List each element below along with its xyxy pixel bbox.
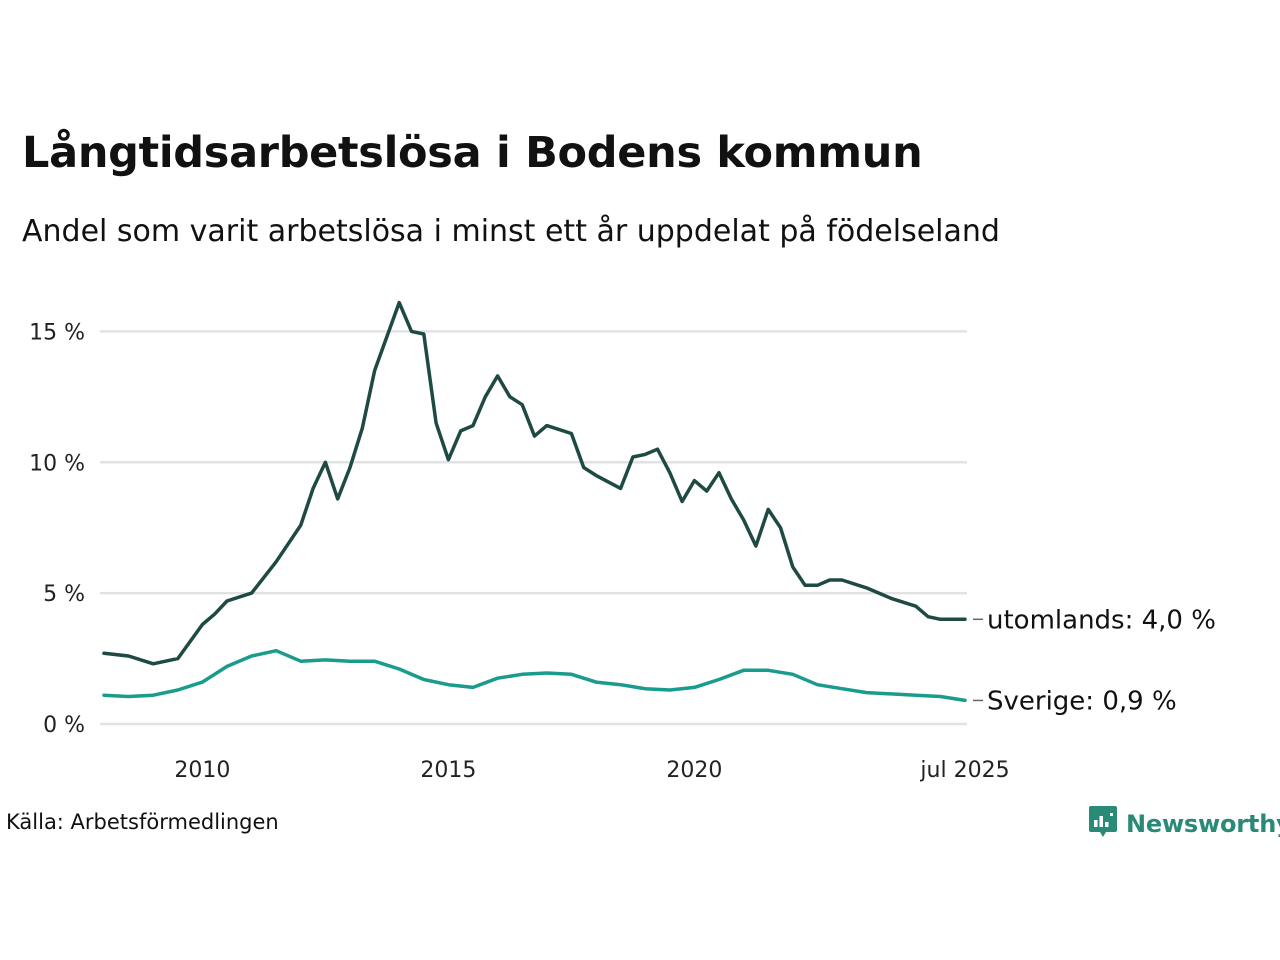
series-lines [102,300,967,703]
newsworthy-logo-icon [1088,804,1118,844]
x-tick-label: jul 2025 [919,758,1009,783]
logo-text: Newsworthy [1126,810,1280,838]
end-label-utomlands: utomlands: 4,0 % [987,605,1216,635]
y-tick-label: 5 % [43,582,85,607]
y-tick-label: 0 % [43,713,85,738]
end-label-sverige: Sverige: 0,9 % [987,686,1177,716]
chart-title: Långtidsarbetslösa i Bodens kommun [22,128,923,178]
y-axis: 0 % 5 % 10 % 15 % [29,320,85,738]
series-line-sverige [102,648,967,703]
x-tick-label: 2010 [174,758,230,783]
end-labels: utomlands: 4,0 % Sverige: 0,9 % [973,605,1216,716]
y-tick-label: 10 % [29,451,85,476]
source-note: Källa: Arbetsförmedlingen [6,810,279,834]
x-tick-label: 2015 [420,758,476,783]
y-tick-label: 15 % [29,320,85,345]
grid-lines [100,330,967,726]
series-line-utomlands [102,300,967,666]
x-axis: 2010 2015 2020 jul 2025 [174,758,1009,783]
x-tick-label: 2020 [666,758,722,783]
chart-subtitle: Andel som varit arbetslösa i minst ett å… [22,214,1000,249]
newsworthy-logo[interactable]: Newsworthy [1088,804,1280,844]
